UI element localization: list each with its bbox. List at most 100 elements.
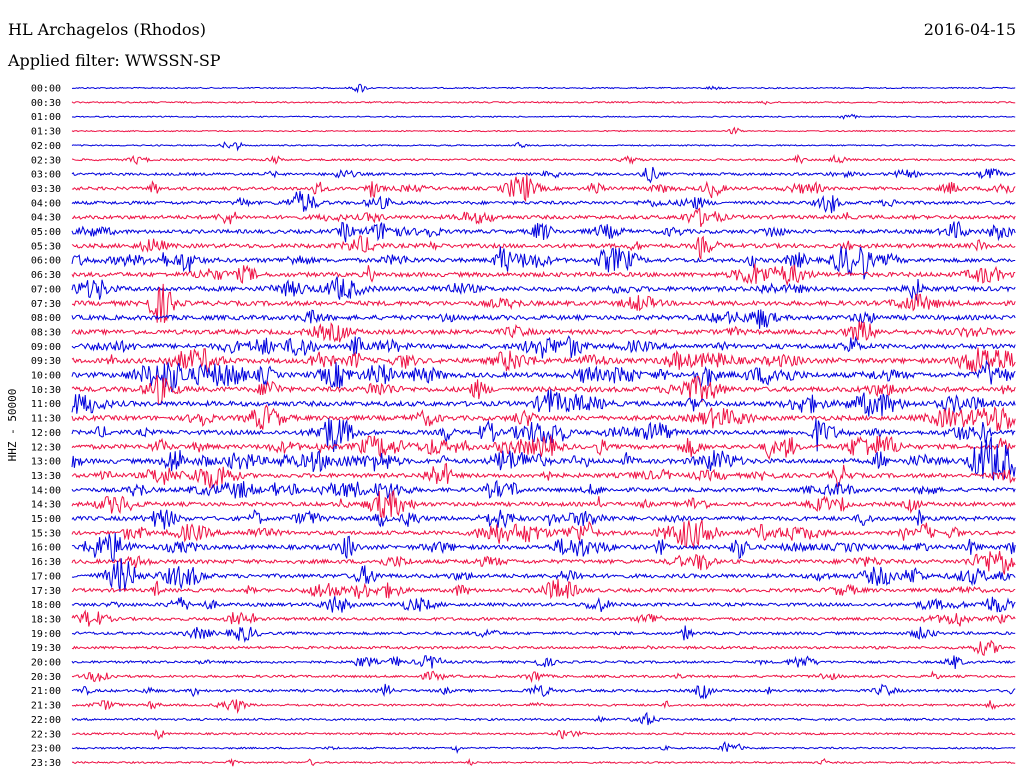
- time-tick-label: 15:00: [31, 514, 61, 525]
- time-tick-label: 05:30: [31, 241, 61, 252]
- trace-0330: [71, 174, 1016, 203]
- time-tick-label: 22:30: [31, 729, 61, 740]
- trace-1400: [71, 479, 1016, 499]
- time-tick-label: 10:00: [31, 371, 61, 382]
- time-tick-label: 06:30: [31, 270, 61, 281]
- time-tick-label: 04:00: [31, 198, 61, 209]
- trace-0730: [71, 283, 1016, 324]
- trace-1200: [71, 418, 1016, 453]
- trace-0430: [71, 207, 1016, 228]
- trace-0600: [71, 246, 1016, 280]
- time-tick-label: 02:00: [31, 141, 61, 152]
- trace-1300: [71, 436, 1016, 481]
- trace-2130: [71, 699, 1016, 715]
- trace-2030: [71, 670, 1016, 684]
- trace-1830: [71, 609, 1016, 627]
- time-tick-label: 08:00: [31, 313, 61, 324]
- trace-1030: [71, 375, 1016, 405]
- trace-1730: [71, 579, 1016, 600]
- time-tick-label: 16:30: [31, 557, 61, 568]
- trace-1100: [71, 389, 1016, 417]
- time-tick-label: 07:30: [31, 299, 61, 310]
- time-tick-label: 14:00: [31, 485, 61, 496]
- trace-1000: [71, 359, 1016, 393]
- time-tick-label: 05:00: [31, 227, 61, 238]
- time-tick-label: 18:00: [31, 600, 61, 611]
- trace-1130: [71, 404, 1016, 432]
- trace-1800: [71, 596, 1016, 613]
- trace-0130: [71, 126, 1016, 135]
- time-tick-label: 06:00: [31, 256, 61, 267]
- time-tick-label: 12:00: [31, 428, 61, 439]
- time-tick-label: 04:30: [31, 213, 61, 224]
- time-tick-label: 23:30: [31, 758, 61, 769]
- trace-2000: [71, 655, 1016, 669]
- time-tick-label: 12:30: [31, 442, 61, 453]
- date-label: 2016-04-15: [923, 20, 1016, 39]
- trace-0830: [71, 321, 1016, 343]
- trace-2200: [71, 711, 1016, 726]
- trace-1430: [71, 489, 1016, 519]
- trace-1630: [71, 550, 1016, 575]
- trace-rows: [71, 83, 1016, 767]
- time-tick-labels: 00:00 00:30 01:00 01:30 02:00 02:30 03:00 03:30…: [31, 84, 61, 769]
- time-tick-label: 22:00: [31, 715, 61, 726]
- y-axis-label: HHZ - 50000: [6, 389, 19, 462]
- time-tick-label: 01:30: [31, 127, 61, 138]
- trace-2100: [71, 683, 1016, 700]
- trace-1900: [71, 625, 1016, 643]
- time-tick-label: 09:30: [31, 356, 61, 367]
- trace-1530: [71, 519, 1016, 549]
- time-tick-label: 15:30: [31, 528, 61, 539]
- time-tick-label: 11:30: [31, 414, 61, 425]
- time-tick-label: 01:00: [31, 112, 61, 123]
- trace-0930: [71, 347, 1016, 373]
- time-tick-label: 11:00: [31, 399, 61, 410]
- time-tick-label: 08:30: [31, 327, 61, 338]
- trace-0900: [71, 335, 1016, 359]
- time-tick-label: 09:00: [31, 342, 61, 353]
- trace-0800: [71, 309, 1016, 329]
- trace-2330: [71, 757, 1016, 767]
- time-tick-label: 16:00: [31, 543, 61, 554]
- time-tick-label: 13:30: [31, 471, 61, 482]
- time-tick-label: 18:30: [31, 614, 61, 625]
- trace-0200: [71, 141, 1016, 152]
- trace-1230: [71, 435, 1016, 461]
- trace-0700: [71, 276, 1016, 301]
- time-tick-label: 00:00: [31, 84, 61, 95]
- time-tick-label: 03:30: [31, 184, 61, 195]
- time-tick-label: 19:30: [31, 643, 61, 654]
- time-tick-label: 00:30: [31, 98, 61, 109]
- trace-0230: [71, 153, 1016, 166]
- trace-0300: [71, 166, 1016, 184]
- filter-line: Applied filter: WWSSN-SP: [8, 51, 221, 70]
- time-tick-label: 07:00: [31, 284, 61, 295]
- trace-0000: [71, 83, 1016, 94]
- trace-0030: [71, 100, 1016, 106]
- time-tick-label: 23:00: [31, 744, 61, 755]
- time-tick-label: 20:30: [31, 672, 61, 683]
- time-tick-label: 20:00: [31, 658, 61, 669]
- time-tick-label: 21:00: [31, 686, 61, 697]
- trace-0500: [71, 220, 1016, 243]
- station-title: HL Archagelos (Rhodos): [8, 20, 206, 39]
- time-tick-label: 10:30: [31, 385, 61, 396]
- time-tick-label: 03:00: [31, 170, 61, 181]
- trace-1700: [71, 558, 1016, 592]
- trace-1330: [71, 462, 1016, 489]
- filter-name: WWSSN-SP: [124, 51, 221, 70]
- trace-0530: [71, 235, 1016, 260]
- time-tick-label: 13:00: [31, 457, 61, 468]
- trace-2230: [71, 729, 1016, 740]
- trace-1930: [71, 639, 1016, 656]
- time-tick-label: 14:30: [31, 500, 61, 511]
- time-tick-label: 02:30: [31, 155, 61, 166]
- time-tick-label: 17:30: [31, 586, 61, 597]
- trace-2300: [71, 740, 1016, 755]
- filter-label: Applied filter:: [8, 51, 120, 70]
- time-tick-label: 21:30: [31, 701, 61, 712]
- trace-0400: [71, 191, 1016, 214]
- trace-1500: [71, 509, 1016, 530]
